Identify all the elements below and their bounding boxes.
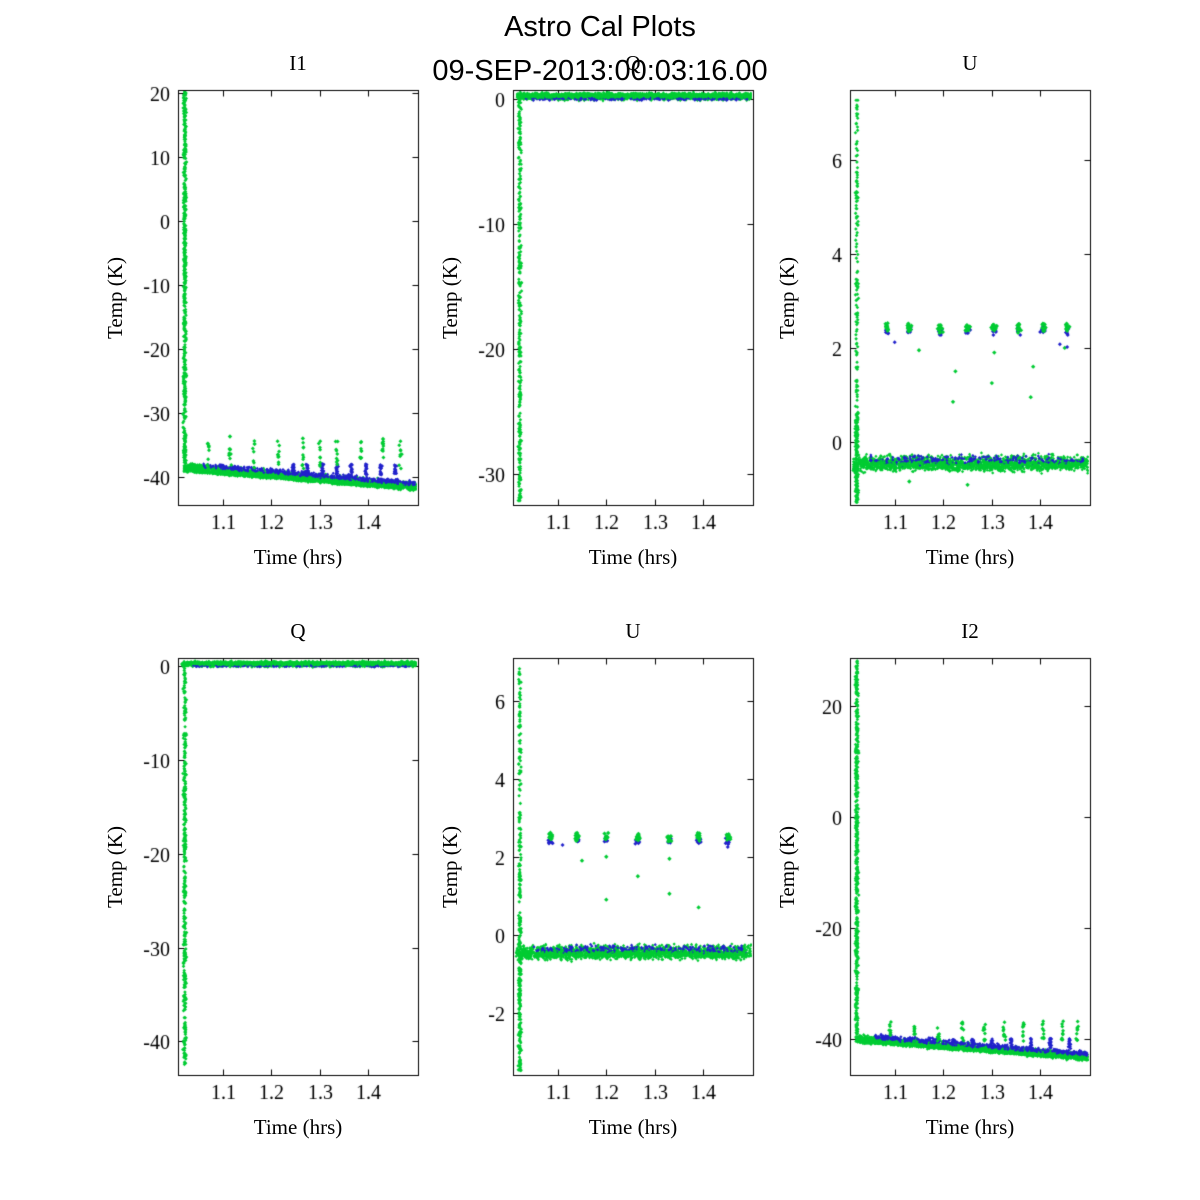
subplot-title: I1: [289, 51, 307, 75]
subplot-title: Q: [290, 619, 306, 643]
y-axis-label: Temp (K): [103, 825, 127, 908]
subplot-title: I2: [961, 619, 979, 643]
y-axis-label: Temp (K): [775, 825, 799, 908]
y-axis-label: Temp (K): [775, 256, 799, 339]
plot-area: [513, 658, 753, 1075]
figure-subtitle: 09-SEP-2013:00:03:16.00: [432, 55, 768, 87]
figure-title: Astro Cal Plots: [504, 11, 696, 43]
subplot-title: U: [625, 619, 641, 643]
x-axis-label: Time (hrs): [588, 1115, 678, 1139]
plot-area: [513, 90, 753, 505]
plot-area: [178, 90, 418, 505]
y-axis-label: Temp (K): [103, 256, 127, 339]
y-axis-label: Temp (K): [438, 825, 462, 908]
plot-area: [178, 658, 418, 1075]
x-axis-label: Time (hrs): [588, 545, 678, 569]
plot-area: [850, 90, 1090, 505]
subplot-title: U: [962, 51, 978, 75]
y-axis-label: Temp (K): [438, 256, 462, 339]
x-axis-label: Time (hrs): [253, 545, 343, 569]
x-axis-label: Time (hrs): [925, 545, 1015, 569]
subplot-title: Q: [625, 51, 641, 75]
x-axis-label: Time (hrs): [925, 1115, 1015, 1139]
plot-area: [850, 658, 1090, 1075]
x-axis-label: Time (hrs): [253, 1115, 343, 1139]
